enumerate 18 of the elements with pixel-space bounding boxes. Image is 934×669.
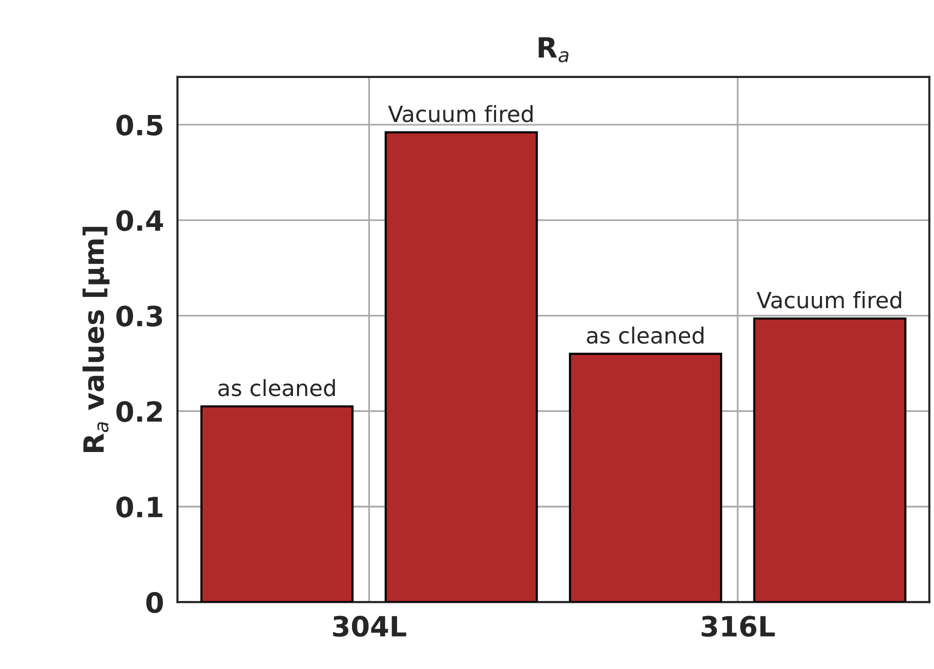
y-tick-label: 0.2 <box>116 401 162 422</box>
text: Vacuum fired <box>388 105 533 122</box>
bar <box>753 317 906 602</box>
y-tick-label: 0 <box>146 592 163 614</box>
text: as cleaned <box>218 379 335 396</box>
series-label: Vacuum fired <box>756 291 902 308</box>
y-tick-label: 0.5 <box>116 114 162 136</box>
bar <box>568 352 722 602</box>
x-tick-label: 316L <box>702 616 775 637</box>
y-tick-label: 0.1 <box>116 496 162 518</box>
y-tick-label: 0.3 <box>116 306 162 327</box>
bar <box>200 405 354 602</box>
y-axis-title: R$_{a}$ values [μm] <box>82 226 110 452</box>
series-label: as cleaned <box>586 326 704 344</box>
x-tick-label: 304L <box>333 616 406 637</box>
y-tick-label: 0.4 <box>116 210 163 232</box>
chart-title: R$_{a}$ <box>538 37 568 62</box>
bar <box>384 131 538 602</box>
